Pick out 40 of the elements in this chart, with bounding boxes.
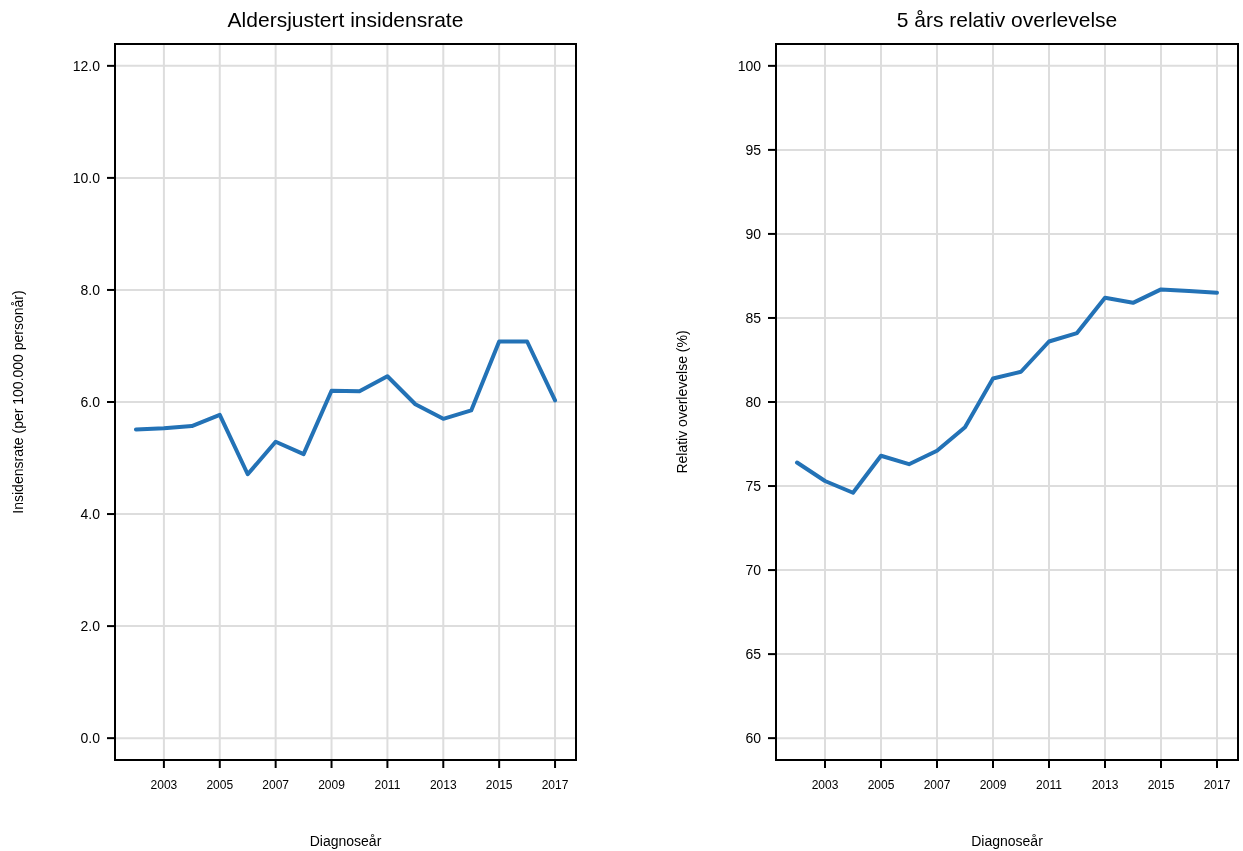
x-tick-label: 2005 bbox=[867, 777, 895, 792]
x-tick-label: 2015 bbox=[1147, 777, 1175, 792]
x-tick-label: 2005 bbox=[206, 777, 234, 792]
y-tick-label: 4.0 bbox=[80, 506, 101, 523]
chart-title: 5 års relativ overlevelse bbox=[895, 7, 1119, 33]
y-tick-label: 80 bbox=[745, 393, 762, 410]
y-axis-title: Insidensrate (per 100.000 personår) bbox=[10, 290, 26, 514]
y-tick-label: 90 bbox=[745, 225, 762, 242]
x-tick-label: 2011 bbox=[374, 777, 401, 792]
x-tick-label: 2011 bbox=[1036, 777, 1063, 792]
y-tick-label: 10.0 bbox=[72, 169, 101, 186]
y-tick-label: 85 bbox=[745, 309, 762, 326]
line-series bbox=[795, 287, 1219, 495]
x-tick-label: 2009 bbox=[318, 777, 346, 792]
x-tick-label: 2017 bbox=[541, 777, 569, 792]
x-tick-label: 2003 bbox=[811, 777, 839, 792]
y-tick-label: 60 bbox=[745, 730, 762, 747]
y-tick-label: 2.0 bbox=[80, 618, 101, 635]
y-tick-label: 95 bbox=[745, 141, 762, 158]
y-tick-label: 100 bbox=[737, 57, 762, 74]
y-tick-label: 6.0 bbox=[80, 393, 101, 410]
x-tick-label: 2013 bbox=[429, 777, 457, 792]
x-tick-label: 2017 bbox=[1203, 777, 1231, 792]
line-series bbox=[133, 339, 558, 477]
y-axis-title: Relativ overlevelse (%) bbox=[674, 330, 690, 474]
x-tick-label: 2009 bbox=[979, 777, 1007, 792]
x-tick-label: 2013 bbox=[1091, 777, 1119, 792]
y-tick-label: 75 bbox=[745, 478, 762, 495]
x-tick-label: 2007 bbox=[923, 777, 951, 792]
y-tick-label: 8.0 bbox=[80, 281, 101, 298]
chart-title: Aldersjustert insidensrate bbox=[226, 7, 465, 33]
x-tick-label: 2007 bbox=[262, 777, 290, 792]
x-tick-label: 2003 bbox=[150, 777, 178, 792]
x-tick-label: 2015 bbox=[485, 777, 513, 792]
x-axis-title: Diagnoseår bbox=[309, 833, 382, 849]
y-tick-label: 65 bbox=[745, 646, 762, 663]
y-tick-label: 70 bbox=[745, 562, 762, 579]
y-tick-label: 0.0 bbox=[80, 730, 101, 747]
x-axis-title: Diagnoseår bbox=[971, 833, 1044, 849]
y-tick-label: 12.0 bbox=[72, 57, 101, 74]
